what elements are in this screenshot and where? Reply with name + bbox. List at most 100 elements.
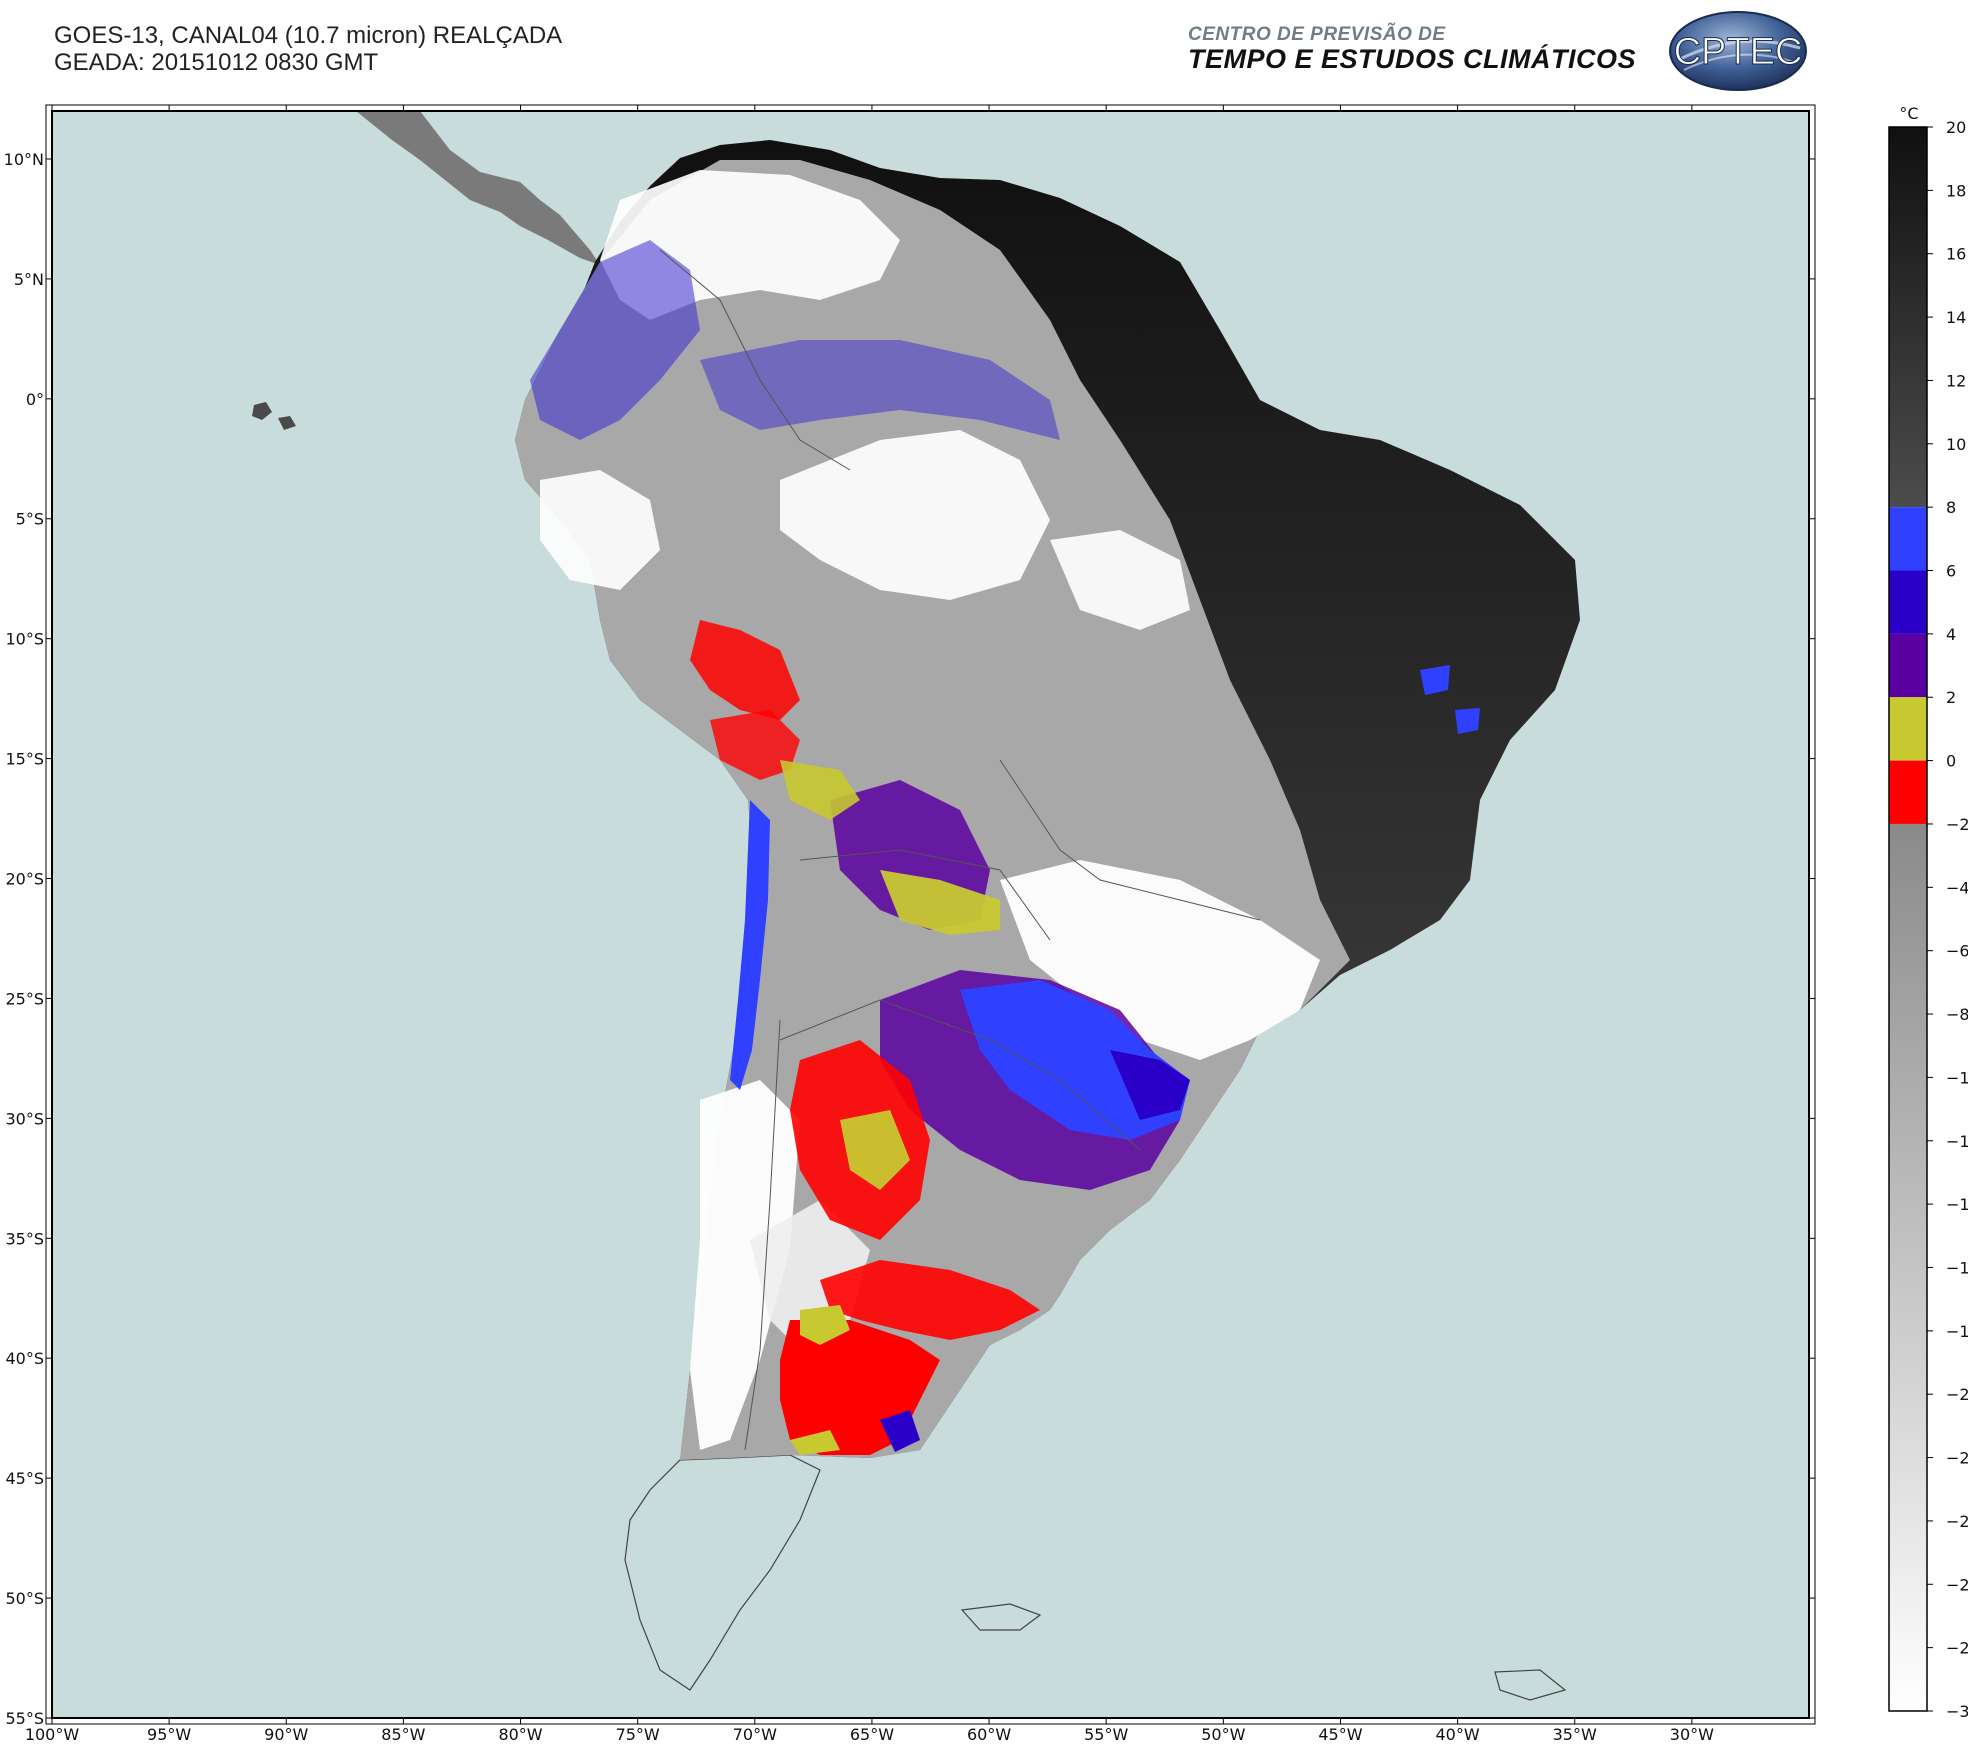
colorbar-label: 12 [1946,371,1966,390]
latitude-label: 40°S [5,1349,44,1368]
longitude-label: 70°W [733,1725,777,1744]
continent-layer [252,111,1580,1701]
colorbar-label: −26 [1946,1575,1968,1594]
latitude-label: 10°S [5,630,44,649]
longitude-label: 85°W [381,1725,425,1744]
colorbar-label: 0 [1946,752,1956,771]
frost-yellow-patagonia [790,1305,850,1455]
logo-text: CPTEC [1674,31,1803,73]
cptec-logo: CPTEC [1669,11,1807,91]
colorbar-band [1889,127,1927,508]
colorbar-label: 14 [1946,308,1966,327]
colorbar-labels: 20181614121086420−2−4−6−8−10−12−14−16−18… [1927,118,1968,1721]
title-line-1: GOES-13, CANAL04 (10.7 micron) REALÇADA [54,22,563,49]
border-line [999,759,1261,921]
map-frame [51,110,1810,1719]
colorbar-bands [1889,127,1927,1711]
frost-blue-chile-coast [730,800,770,1090]
colorbar-label: 10 [1946,435,1966,454]
white-cloud-peru [540,470,660,590]
latitude-label: 20°S [5,870,44,889]
white-cloud-andes [690,1080,800,1450]
latitude-label: 55°S [5,1709,44,1728]
frost-blue-rio-grande [1110,1050,1190,1120]
frost-red-peru [690,620,800,720]
falkland-islands [960,1603,1042,1631]
colorbar-band [1889,633,1927,698]
frost-blue-northwest [530,240,700,440]
longitude-label: 50°W [1201,1725,1245,1744]
colorbar-label: −4 [1946,878,1968,897]
organization-title: TEMPO E ESTUDOS CLIMÁTICOS [1188,44,1637,74]
organization-subtitle: CENTRO DE PREVISÃO DE [1188,24,1446,45]
latitude-label: 25°S [5,989,44,1008]
colorbar-label: 4 [1946,625,1956,644]
longitude-label: 45°W [1318,1725,1362,1744]
frost-yellow-bolivia [880,870,1000,935]
colorbar-band [1889,697,1927,761]
colorbar-label: −6 [1946,942,1968,961]
colorbar-band [1889,570,1927,634]
colorbar-label: −12 [1946,1132,1968,1151]
colorbar-label: −28 [1946,1639,1968,1658]
longitude-label: 75°W [616,1725,660,1744]
longitude-label: 40°W [1436,1725,1480,1744]
white-cloud-southeast [1000,860,1320,1060]
colorbar-label: −8 [1946,1005,1968,1024]
white-cloud-amazon [780,430,1050,600]
longitude-label: 30°W [1670,1725,1714,1744]
frost-yellow-altiplano [780,760,860,820]
border-line [744,1019,781,1451]
longitude-label: 100°W [25,1725,80,1744]
colorbar-label: −24 [1946,1512,1968,1531]
longitude-label: 95°W [147,1725,191,1744]
border-line [779,999,1141,1151]
organization-name: CENTRO DE PREVISÃO DE TEMPO E ESTUDOS CL… [1188,24,1637,74]
country-borders [659,249,1261,1451]
colorbar-label: −10 [1946,1068,1968,1087]
frost-red-pampas [820,1260,1040,1340]
colorbar-unit: °C [1899,104,1918,123]
central-america [356,111,600,265]
longitude-label: 65°W [850,1725,894,1744]
longitude-label: 35°W [1553,1725,1597,1744]
latitude-label: 50°S [5,1589,44,1608]
latitude-label: 0° [26,390,44,409]
border-line [799,849,1051,941]
title-line-2: GEADA: 20151012 0830 GMT [54,49,379,76]
longitude-labels: 100°W 95°W 90°W 85°W 80°W 75°W 70°W 65°W 60°W 55°… [25,1725,1714,1744]
colorbar-band [1889,507,1927,571]
colorbar-label: −18 [1946,1322,1968,1341]
colorbar-band [1889,823,1927,1711]
tierra-del-fuego [1494,1669,1567,1701]
galapagos-islands [252,402,296,430]
frost-yellow-argentina-north [840,1110,910,1190]
white-cloud-central [1050,530,1190,630]
colorbar-label: 6 [1946,562,1956,581]
frost-purple-patagonia [880,1410,920,1452]
latitude-labels: 10°N 5°N 0° 5°S 10°S 15°S 20°S 25°S 30°S 35°S 40°S… [4,150,44,1728]
colorbar-label: 20 [1946,118,1966,137]
colorbar-label: 2 [1946,688,1956,707]
longitude-label: 80°W [498,1725,542,1744]
longitude-label: 90°W [264,1725,308,1744]
colorbar-label: 16 [1946,245,1966,264]
colorbar-label: −22 [1946,1449,1968,1468]
colorbar: °C 20181614121086420−2−4−6−8−10−12−14−16… [1888,104,1968,1721]
latitude-label: 5°S [16,510,44,529]
image-title: GOES-13, CANAL04 (10.7 micron) REALÇADA … [54,22,562,76]
latitude-label: 45°S [5,1469,44,1488]
border-line [659,249,851,471]
latitude-label: 10°N [4,150,44,169]
colorbar-label: −30 [1946,1702,1968,1721]
frost-red-altiplano [710,710,800,780]
longitude-label: 55°W [1084,1725,1128,1744]
latitude-label: 35°S [5,1229,44,1248]
colorbar-label: −20 [1946,1385,1968,1404]
frost-blue-amazon [700,340,1060,440]
colorbar-frame [1888,126,1928,1712]
frost-blue-northeast [1420,665,1480,734]
colorbar-label: −14 [1946,1195,1968,1214]
colorbar-label: −16 [1946,1258,1968,1277]
